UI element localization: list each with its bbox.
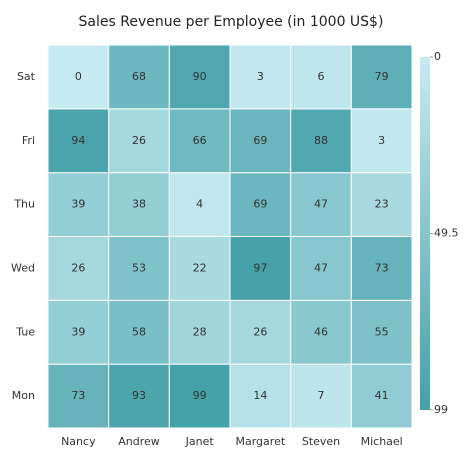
chart-title: Sales Revenue per Employee (in 1000 US$) (79, 14, 384, 30)
x-tick-label: Steven (302, 435, 340, 448)
data-label: 73 (71, 389, 85, 402)
heat-cell (350, 172, 413, 238)
data-label: 69 (253, 134, 267, 147)
data-label: 79 (375, 70, 389, 83)
data-label: 46 (314, 325, 328, 338)
data-label: 39 (71, 198, 85, 211)
y-tick-label: Thu (13, 198, 35, 211)
data-label: 55 (375, 325, 389, 338)
data-label: 14 (253, 389, 267, 402)
heat-cell (108, 299, 170, 365)
data-label: 97 (253, 261, 267, 274)
x-tick-label: Janet (185, 435, 215, 448)
data-label: 6 (318, 70, 325, 83)
heat-cell (290, 108, 352, 174)
heat-cell (290, 236, 352, 301)
y-tick-label: Sat (17, 70, 36, 83)
data-label: 68 (132, 70, 146, 83)
x-tick-label: Andrew (118, 435, 160, 448)
heat-cell (350, 236, 413, 301)
data-label: 88 (314, 134, 328, 147)
heat-cell (47, 299, 110, 365)
data-label: 0 (75, 70, 82, 83)
data-label: 73 (375, 261, 389, 274)
data-label: 38 (132, 198, 146, 211)
y-tick-label: Tue (15, 325, 35, 338)
data-label: 28 (193, 325, 207, 338)
data-label: 3 (378, 134, 385, 147)
y-tick-label: Fri (22, 134, 35, 147)
colorbar-tick-label: 99 (434, 403, 448, 416)
heat-cell (47, 44, 110, 110)
data-label: 26 (132, 134, 146, 147)
heat-cell (229, 299, 292, 365)
y-tick-label: Wed (11, 261, 35, 274)
data-label: 58 (132, 325, 146, 338)
data-label: 23 (375, 198, 389, 211)
data-label: 4 (196, 198, 203, 211)
heat-cell (229, 108, 292, 174)
color-bar (420, 57, 430, 410)
heat-cell (47, 108, 110, 174)
data-label: 47 (314, 198, 328, 211)
heat-cell (350, 299, 413, 365)
heat-cell (350, 108, 413, 174)
data-label: 93 (132, 389, 146, 402)
heat-cell (47, 363, 110, 429)
y-tick-label: Mon (12, 389, 35, 402)
heat-cell (108, 172, 170, 238)
data-label: 90 (193, 70, 207, 83)
data-label: 3 (257, 70, 264, 83)
heat-cell (47, 236, 110, 301)
x-tick-label: Michael (361, 435, 403, 448)
data-label: 26 (71, 261, 85, 274)
x-tick-label: Nancy (61, 435, 96, 448)
heat-cell (108, 363, 170, 429)
heat-cell (47, 172, 110, 238)
heat-cell (290, 172, 352, 238)
data-label: 47 (314, 261, 328, 274)
heat-cell (168, 108, 231, 174)
heat-cell (350, 363, 413, 429)
data-label: 7 (318, 389, 325, 402)
x-tick-label: Margaret (236, 435, 286, 448)
data-label: 53 (132, 261, 146, 274)
heat-cell (168, 172, 231, 238)
heat-cell (229, 363, 292, 429)
data-label: 99 (193, 389, 207, 402)
data-label: 39 (71, 325, 85, 338)
data-label: 26 (253, 325, 267, 338)
data-label: 66 (193, 134, 207, 147)
data-label: 41 (375, 389, 389, 402)
heat-cell (290, 363, 352, 429)
data-label: 69 (253, 198, 267, 211)
data-label: 94 (71, 134, 85, 147)
heat-cell (290, 44, 352, 110)
colorbar-tick-label: 0 (434, 50, 441, 63)
data-label: 22 (193, 261, 207, 274)
heat-cell (229, 44, 292, 110)
heat-cell (350, 44, 413, 110)
heat-cell (168, 299, 231, 365)
heat-cell (229, 236, 292, 301)
colorbar-tick-label: 49.5 (434, 227, 459, 240)
